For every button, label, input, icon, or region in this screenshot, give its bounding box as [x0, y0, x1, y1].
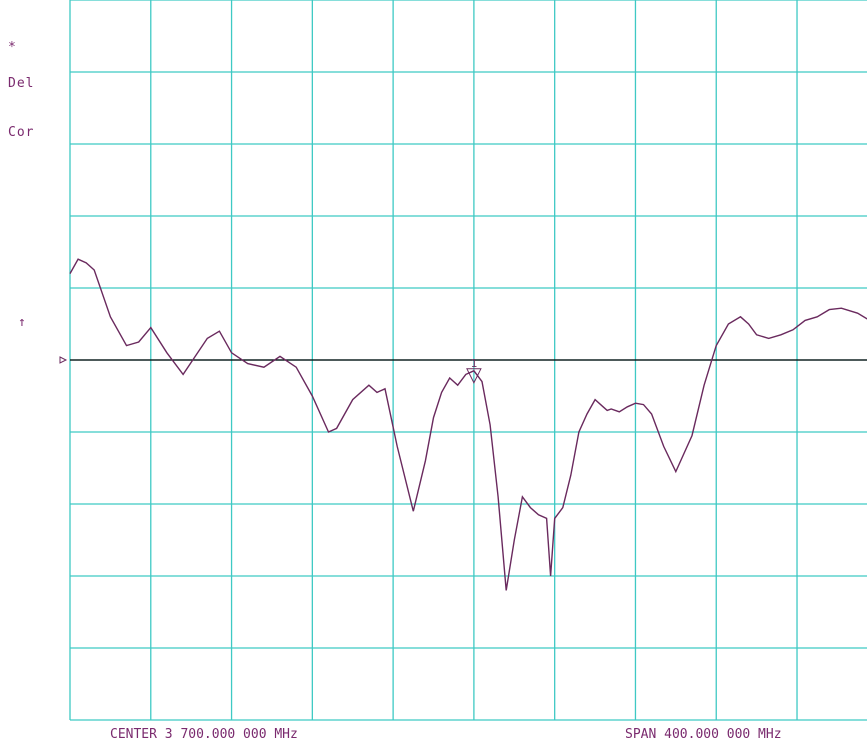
marker-number: 1	[471, 357, 478, 370]
span-frequency-label: SPAN 400.000 000 MHz	[625, 727, 782, 742]
center-frequency-label: CENTER 3 700.000 000 MHz	[110, 727, 298, 742]
del-indicator: Del	[8, 76, 35, 91]
marker-triangle-icon	[466, 368, 482, 384]
trace-line	[69, 258, 867, 591]
reference-level-arrow-icon	[59, 356, 68, 364]
asterisk-indicator: *	[8, 40, 17, 55]
grid	[69, 0, 867, 721]
up-arrow-icon: ↑	[18, 315, 27, 330]
cor-indicator: Cor	[8, 125, 35, 140]
marker-1: 1	[466, 357, 482, 384]
